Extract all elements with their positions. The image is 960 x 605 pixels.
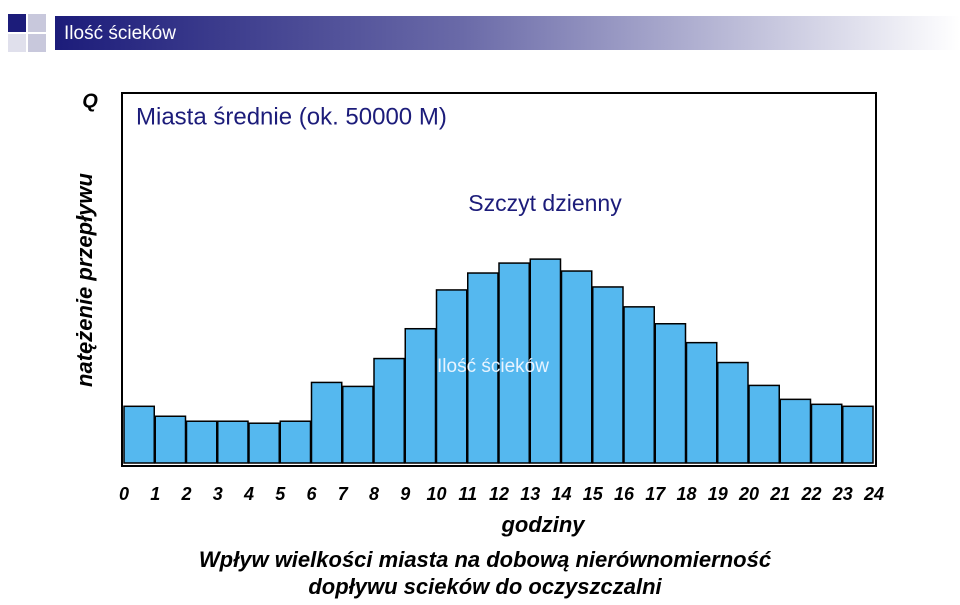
caption: Wpływ wielkości miasta na dobową nierówn…: [199, 547, 772, 572]
slide-title: Ilość ścieków: [64, 23, 176, 44]
x-tick-label: 4: [243, 484, 254, 504]
bar: [342, 385, 374, 464]
bar: [779, 398, 812, 464]
x-tick-label: 16: [614, 484, 635, 504]
bar: [248, 422, 280, 464]
x-tick-label: 24: [863, 484, 884, 504]
decor: [8, 34, 26, 52]
bar: [529, 258, 562, 464]
x-tick-label: 15: [583, 484, 604, 504]
x-axis-label: godziny: [500, 512, 586, 537]
x-tick-label: 11: [458, 484, 477, 504]
annotation: Ilość ścieków: [437, 356, 549, 377]
bar: [810, 403, 843, 464]
bar: [560, 270, 593, 464]
x-tick-label: 12: [489, 484, 509, 504]
x-tick-label: 1: [150, 484, 160, 504]
bar: [498, 262, 530, 464]
x-tick-label: 0: [119, 484, 129, 504]
bar: [654, 323, 687, 464]
bar: [623, 306, 655, 464]
x-tick-label: 18: [676, 484, 696, 504]
decor: [28, 34, 46, 52]
x-tick-label: 22: [800, 484, 821, 504]
decor: [28, 14, 46, 32]
bar: [123, 405, 155, 464]
caption: dopływu scieków do oczyszczalni: [308, 574, 662, 599]
chart-title: Miasta średnie (ok. 50000 M): [136, 103, 447, 130]
x-tick-label: 14: [551, 484, 571, 504]
x-tick-label: 7: [338, 484, 349, 504]
bar: [435, 289, 468, 464]
x-tick-label: 20: [738, 484, 759, 504]
y-axis-label: natężenie przepływu: [72, 172, 97, 387]
bar: [154, 415, 187, 464]
bar: [467, 272, 499, 464]
x-tick-label: 21: [769, 484, 790, 504]
annotation: Szczyt dzienny: [468, 190, 622, 216]
bar: [279, 420, 312, 464]
x-tick-label: 8: [369, 484, 379, 504]
bar: [748, 384, 780, 464]
x-tick-label: 5: [275, 484, 286, 504]
x-tick-label: 3: [213, 484, 223, 504]
bar: [404, 327, 437, 464]
x-tick-label: 10: [426, 484, 446, 504]
x-tick-label: 6: [306, 484, 317, 504]
header-bar: [55, 16, 960, 50]
x-tick-label: 19: [708, 484, 728, 504]
bar: [310, 381, 343, 464]
x-tick-label: 13: [520, 484, 540, 504]
x-tick-label: 17: [645, 484, 666, 504]
bar: [217, 420, 249, 464]
x-tick-label: 9: [400, 484, 410, 504]
bar: [717, 361, 749, 464]
decor: [8, 14, 26, 32]
bar: [842, 405, 874, 464]
bar: [685, 341, 718, 464]
x-tick-label: 23: [832, 484, 853, 504]
bar: [592, 286, 624, 464]
y-axis-short-label: Q: [82, 90, 98, 112]
x-tick-label: 2: [180, 484, 191, 504]
bar: [185, 420, 218, 464]
bar: [373, 357, 405, 464]
